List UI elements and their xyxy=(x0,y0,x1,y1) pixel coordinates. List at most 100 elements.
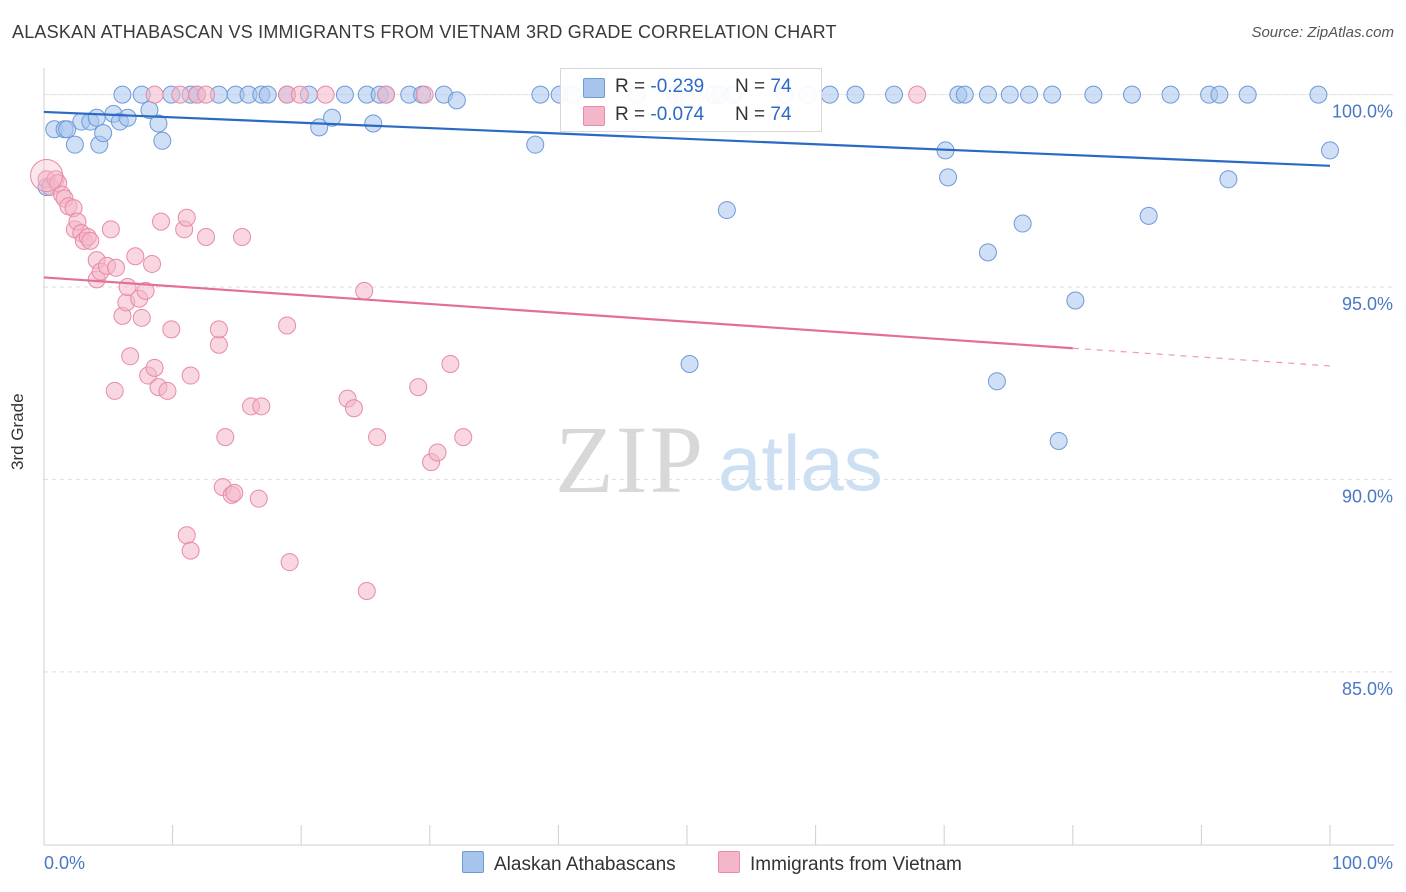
point-athabascan xyxy=(258,85,277,104)
point-vietnam xyxy=(177,526,196,545)
stats-swatch-athabascan xyxy=(583,78,605,98)
point-athabascan xyxy=(1043,85,1062,104)
point-vietnam xyxy=(181,366,200,385)
point-vietnam xyxy=(181,541,200,560)
point-vietnam xyxy=(908,85,927,104)
x-tick-label: 100.0% xyxy=(1332,853,1393,873)
stats-r-label: R = -0.239 xyxy=(615,76,705,97)
chart-title: ALASKAN ATHABASCAN VS IMMIGRANTS FROM VI… xyxy=(12,22,837,42)
trend-line-athabascan xyxy=(43,110,1331,167)
point-athabascan xyxy=(1321,141,1339,160)
point-vietnam xyxy=(126,247,145,266)
point-athabascan xyxy=(1084,85,1103,104)
stats-r-label: R = -0.074 xyxy=(615,104,705,125)
point-vietnam xyxy=(162,320,181,339)
legend-label-athabascan: Alaskan Athabascans xyxy=(494,854,676,875)
point-vietnam xyxy=(225,483,244,502)
y-tick-label: 100.0% xyxy=(1332,102,1393,122)
point-vietnam xyxy=(415,85,434,104)
point-athabascan xyxy=(1238,85,1257,104)
legend-swatch-vietnam xyxy=(718,851,740,873)
y-tick-label: 85.0% xyxy=(1342,679,1393,699)
point-vietnam xyxy=(197,228,216,247)
point-vietnam xyxy=(209,320,228,339)
stats-n-value: 74 xyxy=(770,76,792,97)
legend-label-vietnam: Immigrants from Vietnam xyxy=(750,854,962,875)
data-points xyxy=(30,85,1339,601)
point-vietnam xyxy=(101,220,120,239)
stats-row-vietnam: R = -0.074 N = 74 xyxy=(561,101,821,129)
point-vietnam xyxy=(280,553,299,572)
point-vietnam xyxy=(344,399,363,418)
point-vietnam xyxy=(158,381,177,400)
x-tick-label: 0.0% xyxy=(44,853,85,873)
point-vietnam xyxy=(145,358,164,377)
point-vietnam xyxy=(177,208,196,227)
point-vietnam xyxy=(152,212,171,231)
point-athabascan xyxy=(1161,85,1180,104)
point-vietnam xyxy=(428,443,447,462)
y-tick-label: 90.0% xyxy=(1342,486,1393,506)
point-vietnam xyxy=(107,258,126,277)
point-vietnam xyxy=(249,489,268,508)
point-athabascan xyxy=(680,354,699,373)
point-athabascan xyxy=(717,201,736,220)
trend-line-vietnam-dashed xyxy=(1072,347,1331,367)
point-athabascan xyxy=(1210,85,1229,104)
stats-r-value: -0.074 xyxy=(650,104,705,125)
point-athabascan xyxy=(58,120,77,139)
stats-row-athabascan: R = -0.239 N = 74 xyxy=(561,73,821,101)
legend-item-vietnam: Immigrants from Vietnam xyxy=(718,851,962,876)
axes xyxy=(43,68,1394,846)
point-athabascan xyxy=(1139,206,1158,225)
watermark-atlas: atlas xyxy=(718,419,883,507)
point-athabascan xyxy=(531,85,550,104)
point-athabascan xyxy=(118,108,137,127)
point-athabascan xyxy=(335,85,354,104)
point-vietnam xyxy=(454,428,473,447)
point-vietnam xyxy=(252,397,271,416)
trend-line-vietnam xyxy=(43,276,1073,350)
point-athabascan xyxy=(94,124,113,143)
point-vietnam xyxy=(132,308,151,327)
legend-item-athabascan: Alaskan Athabascans xyxy=(462,851,676,876)
point-athabascan xyxy=(1049,431,1068,450)
point-athabascan xyxy=(955,85,974,104)
point-vietnam xyxy=(441,354,460,373)
point-athabascan xyxy=(1020,85,1039,104)
watermark: ZIP atlas xyxy=(555,406,883,513)
y-axis-label: 3rd Grade xyxy=(8,393,27,470)
y-tick-label: 95.0% xyxy=(1342,294,1393,314)
point-athabascan xyxy=(987,372,1006,391)
point-athabascan xyxy=(113,85,132,104)
tick-labels: 100.0% 95.0% 90.0% 85.0% 0.0% 100.0% xyxy=(44,102,1393,873)
point-athabascan xyxy=(939,168,958,187)
point-athabascan xyxy=(1219,170,1238,189)
point-athabascan xyxy=(1066,291,1085,310)
point-athabascan xyxy=(1013,214,1032,233)
stats-n-label: N = 74 xyxy=(735,76,792,97)
point-athabascan xyxy=(820,85,839,104)
point-vietnam xyxy=(409,378,428,397)
point-athabascan xyxy=(846,85,865,104)
point-vietnam xyxy=(81,231,100,250)
point-vietnam xyxy=(171,85,190,104)
point-vietnam xyxy=(290,85,309,104)
point-vietnam xyxy=(316,85,335,104)
point-vietnam xyxy=(368,428,387,447)
point-vietnam xyxy=(121,347,140,366)
point-athabascan xyxy=(1309,85,1328,104)
point-athabascan xyxy=(1000,85,1019,104)
point-athabascan xyxy=(149,114,168,133)
point-vietnam xyxy=(377,85,396,104)
stats-legend: R = -0.239 N = 74 R = -0.074 N = 74 xyxy=(560,68,822,132)
point-athabascan xyxy=(153,131,172,150)
point-vietnam xyxy=(209,335,228,354)
point-athabascan xyxy=(526,135,545,154)
point-athabascan xyxy=(1122,85,1141,104)
point-athabascan xyxy=(447,91,466,110)
point-vietnam xyxy=(233,228,252,247)
grid-lines xyxy=(44,94,1394,673)
trend-lines xyxy=(43,110,1331,367)
